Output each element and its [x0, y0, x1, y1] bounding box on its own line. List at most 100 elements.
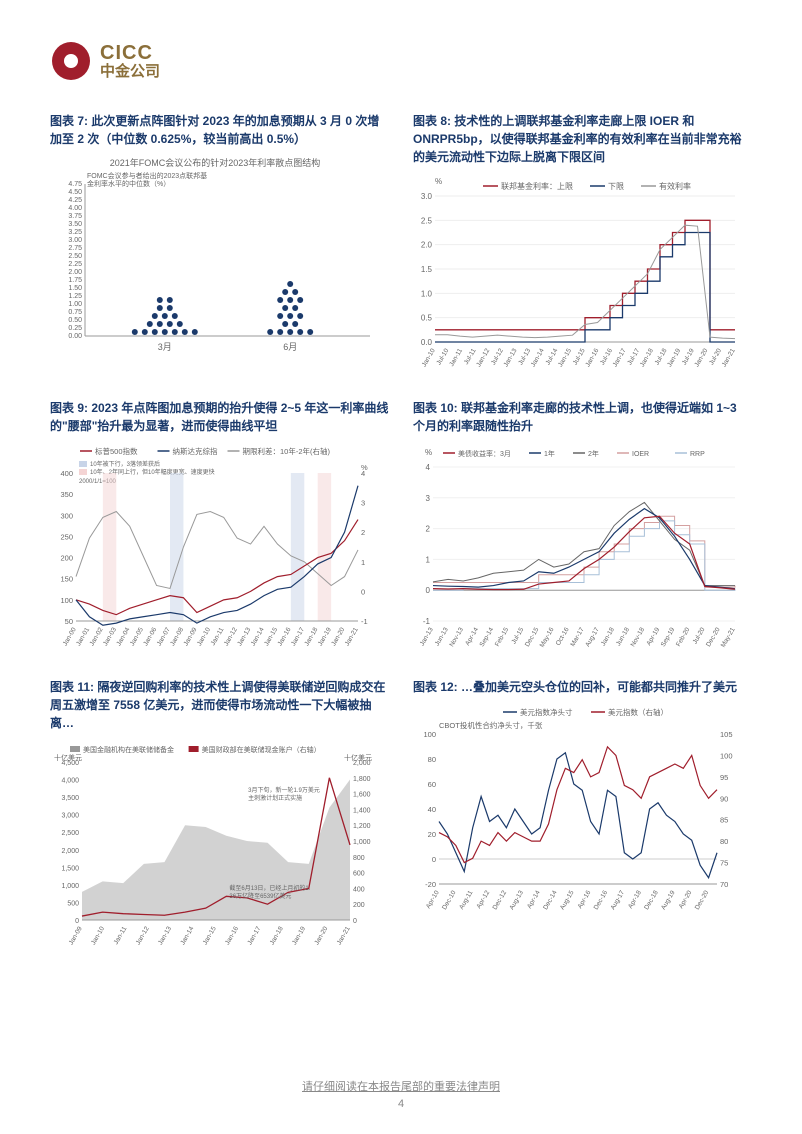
- svg-text:3.0: 3.0: [421, 192, 433, 201]
- svg-text:3.00: 3.00: [68, 237, 82, 244]
- chart-11: 图表 11: 隔夜逆回购利率的技术性上调使得美联储逆回购成交在周五激增至 755…: [50, 678, 389, 955]
- svg-text:Jan-18: Jan-18: [639, 347, 655, 368]
- svg-text:Nov-18: Nov-18: [630, 626, 647, 648]
- svg-text:Jan-19: Jan-19: [291, 925, 307, 946]
- svg-text:1,000: 1,000: [61, 883, 79, 890]
- svg-text:100: 100: [60, 596, 73, 605]
- svg-text:105: 105: [720, 730, 733, 739]
- svg-text:Jan-17: Jan-17: [246, 925, 262, 946]
- svg-text:Dec-16: Dec-16: [593, 889, 610, 911]
- logo-cicc-text: CICC: [100, 42, 160, 64]
- svg-text:75: 75: [720, 859, 728, 868]
- svg-text:200: 200: [60, 554, 73, 563]
- svg-text:2.0: 2.0: [421, 241, 433, 250]
- svg-text:80: 80: [428, 755, 436, 764]
- chart-10-title: 图表 10: 联邦基金利率走廊的技术性上调，也使得近端如 1~3 个月的利率跟随…: [413, 399, 752, 435]
- svg-text:Jan-18: Jan-18: [600, 626, 616, 647]
- svg-text:2: 2: [426, 525, 431, 534]
- svg-text:1.5: 1.5: [421, 265, 433, 274]
- svg-text:2.00: 2.00: [68, 269, 82, 276]
- svg-text:Jan-18: Jan-18: [269, 925, 285, 946]
- svg-text:3: 3: [361, 499, 365, 508]
- svg-text:40: 40: [428, 805, 436, 814]
- svg-text:Apr-14: Apr-14: [464, 626, 480, 647]
- chart-10-svg: %美债收益率：3月1年2年IOERRRP-101234Jan-13Jun-13N…: [413, 443, 743, 653]
- svg-text:1,500: 1,500: [61, 865, 79, 872]
- svg-text:Jan-21: Jan-21: [721, 347, 737, 368]
- svg-text:3,000: 3,000: [61, 813, 79, 820]
- svg-text:%: %: [435, 177, 442, 186]
- chart-10: 图表 10: 联邦基金利率走廊的技术性上调，也使得近端如 1~3 个月的利率跟随…: [413, 399, 752, 658]
- svg-text:1,800: 1,800: [353, 776, 371, 783]
- svg-text:Apr-20: Apr-20: [678, 889, 694, 910]
- svg-text:-1: -1: [361, 617, 368, 626]
- svg-text:0: 0: [432, 855, 436, 864]
- svg-text:Oct-16: Oct-16: [555, 626, 571, 647]
- svg-text:3: 3: [426, 494, 431, 503]
- svg-text:美债收益率：3月: 美债收益率：3月: [458, 449, 511, 458]
- svg-text:0.00: 0.00: [68, 333, 82, 340]
- svg-text:联邦基金利率：上限: 联邦基金利率：上限: [501, 181, 573, 191]
- svg-text:1.25: 1.25: [68, 293, 82, 300]
- svg-text:Dec-10: Dec-10: [441, 889, 458, 911]
- svg-text:400: 400: [60, 469, 73, 478]
- svg-text:3月: 3月: [158, 342, 172, 352]
- svg-text:0.5: 0.5: [421, 314, 433, 323]
- svg-text:500: 500: [67, 900, 79, 907]
- svg-text:1,600: 1,600: [353, 792, 371, 799]
- svg-text:0.0: 0.0: [421, 338, 433, 347]
- svg-text:10年被下行，3落领差获后: 10年被下行，3落领差获后: [90, 460, 160, 468]
- chart-12-title: 图表 12: …叠加美元空头仓位的回补，可能都共同推升了美元: [413, 678, 752, 696]
- svg-text:Jan-20: Jan-20: [313, 925, 329, 946]
- svg-text:1,400: 1,400: [353, 807, 371, 814]
- svg-text:Jan-20: Jan-20: [693, 347, 709, 368]
- svg-text:Jan-10: Jan-10: [90, 925, 106, 946]
- svg-text:36万亿降至6539亿美元: 36万亿降至6539亿美元: [229, 892, 291, 900]
- svg-text:Aug-11: Aug-11: [458, 889, 474, 911]
- svg-text:150: 150: [60, 575, 73, 584]
- svg-text:0: 0: [426, 586, 431, 595]
- svg-text:300: 300: [60, 511, 73, 520]
- svg-text:Jan-16: Jan-16: [584, 347, 600, 368]
- svg-text:4,500: 4,500: [61, 760, 79, 767]
- chart-8: 图表 8: 技术性的上调联邦基金利率走廊上限 IOER 和 ONRPR5bp，以…: [413, 112, 752, 379]
- svg-text:95: 95: [720, 773, 728, 782]
- svg-text:800: 800: [353, 855, 365, 862]
- chart-7: 图表 7: 此次更新点阵图针对 2023 年的加息预期从 3 月 0 次增加至 …: [50, 112, 389, 379]
- svg-text:标普500指数: 标普500指数: [95, 446, 138, 456]
- svg-text:Dec-14: Dec-14: [542, 889, 559, 911]
- svg-text:Dec-20: Dec-20: [694, 889, 711, 911]
- svg-text:Apr-12: Apr-12: [475, 889, 491, 910]
- svg-text:0: 0: [353, 918, 357, 925]
- svg-text:400: 400: [353, 886, 365, 893]
- svg-text:Jan-15: Jan-15: [557, 347, 573, 368]
- svg-text:%: %: [425, 448, 432, 457]
- svg-text:Jan-13: Jan-13: [157, 925, 173, 946]
- svg-text:RRP: RRP: [690, 451, 705, 458]
- svg-text:2.50: 2.50: [68, 253, 82, 260]
- svg-text:1,200: 1,200: [353, 823, 371, 830]
- svg-text:60: 60: [428, 780, 436, 789]
- svg-text:600: 600: [353, 871, 365, 878]
- svg-text:3,500: 3,500: [61, 795, 79, 802]
- svg-text:%: %: [361, 463, 368, 472]
- svg-text:1: 1: [361, 558, 365, 567]
- footer-page: 4: [0, 1098, 802, 1110]
- svg-text:4: 4: [426, 463, 431, 472]
- svg-text:4.25: 4.25: [68, 197, 82, 204]
- cicc-logo-icon: [50, 40, 92, 82]
- svg-text:Jan-15: Jan-15: [202, 925, 218, 946]
- svg-text:美国金融机构在美联储储备金: 美国金融机构在美联储储备金: [83, 745, 174, 754]
- chart-11-title: 图表 11: 隔夜逆回购利率的技术性上调使得美联储逆回购成交在周五激增至 755…: [50, 678, 389, 732]
- svg-text:Jul-20: Jul-20: [692, 626, 707, 645]
- svg-text:美元指数（右轴）: 美元指数（右轴）: [608, 707, 668, 717]
- svg-text:2: 2: [361, 528, 365, 537]
- svg-text:2,500: 2,500: [61, 830, 79, 837]
- svg-text:Jan-17: Jan-17: [612, 347, 628, 368]
- logo-block: CICC 中金公司: [50, 40, 752, 82]
- svg-text:下限: 下限: [608, 182, 624, 191]
- chart-8-svg: %联邦基金利率：上限下限有效利率0.00.51.01.52.02.53.0Jan…: [413, 174, 743, 374]
- svg-text:0.50: 0.50: [68, 317, 82, 324]
- svg-text:2年: 2年: [588, 449, 599, 458]
- svg-text:3.75: 3.75: [68, 213, 82, 220]
